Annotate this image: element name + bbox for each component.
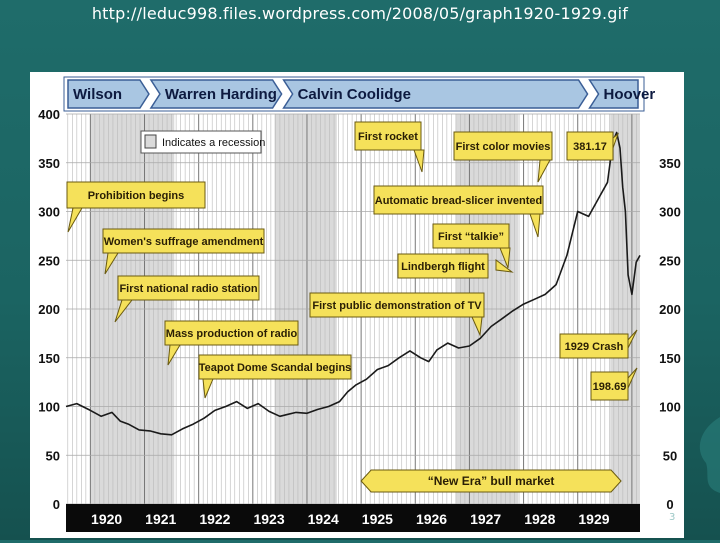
callout-8: Automatic bread-slicer invented xyxy=(373,185,544,238)
callout-box-4 xyxy=(164,320,299,346)
callout-label-14: 198.69 xyxy=(593,381,627,393)
x-tick-label: 1923 xyxy=(253,511,284,527)
callout-4: Mass production of radio xyxy=(164,320,299,366)
callout-label-8: Automatic bread-slicer invented xyxy=(375,195,543,207)
callout-pointer-10 xyxy=(495,259,514,273)
x-tick-label: 1924 xyxy=(308,511,339,527)
callout-label-7: First public demonstration of TV xyxy=(312,300,482,312)
callout-box-10 xyxy=(397,253,489,279)
djia-chart: 0 50 100 150 200 250 300 350 400 0 50 100 150 200 250 3… xyxy=(30,72,684,538)
callout-box-6 xyxy=(354,121,422,151)
y-tick-label-left: 250 xyxy=(38,253,60,268)
president-arrow-4 xyxy=(588,79,639,109)
y-tick-label-left: 350 xyxy=(38,156,60,171)
callout-2: Women's suffrage amendment xyxy=(102,228,265,275)
x-axis-bar xyxy=(66,504,640,532)
callout-6: First rocket xyxy=(354,121,425,173)
callout-11: First color movies xyxy=(453,131,553,183)
president-arrow-1 xyxy=(67,79,150,109)
callout-1: Prohibition begins xyxy=(66,181,206,233)
y-tick-label-right: 100 xyxy=(659,400,681,415)
president-label-4: Hoover xyxy=(604,86,656,103)
y-tick-label-right: 350 xyxy=(659,156,681,171)
y-tick-label-left: 200 xyxy=(38,302,60,317)
legend-box xyxy=(140,130,262,154)
y-tick-label-left: 400 xyxy=(38,107,60,122)
djia-series-line xyxy=(65,131,641,436)
callout-box-8 xyxy=(373,185,544,215)
callout-box-5 xyxy=(198,354,352,380)
x-tick-label: 1922 xyxy=(199,511,230,527)
x-tick-label: 1928 xyxy=(524,511,555,527)
callout-label-2: Women's suffrage amendment xyxy=(104,236,264,248)
y-tick-label-left: 150 xyxy=(38,351,60,366)
callout-label-1: Prohibition begins xyxy=(88,190,185,202)
callout-box-12 xyxy=(566,131,614,161)
callout-box-3 xyxy=(117,275,260,301)
legend-label: Indicates a recession xyxy=(162,137,265,149)
callout-label-5: Teapot Dome Scandal begins xyxy=(199,362,352,374)
callout-box-14 xyxy=(590,371,629,401)
president-arrow-2 xyxy=(149,79,283,109)
callout-label-10: Lindbergh flight xyxy=(401,261,485,273)
callout-label-9: First “talkie” xyxy=(438,231,504,243)
president-arrow-3 xyxy=(282,79,589,109)
callout-label-13: 1929 Crash xyxy=(565,341,624,353)
y-tick-label-right: 50 xyxy=(663,448,677,463)
callout-box-2 xyxy=(102,228,265,254)
callout-5: Teapot Dome Scandal begins xyxy=(198,354,352,399)
callout-label-6: First rocket xyxy=(358,131,418,143)
callout-label-4: Mass production of radio xyxy=(166,328,298,340)
president-label-2: Warren Harding xyxy=(165,86,277,103)
decorative-leaf-icon xyxy=(699,417,720,493)
recession-swatch xyxy=(144,134,157,149)
callout-box-1 xyxy=(66,181,206,209)
president-label-3: Calvin Coolidge xyxy=(298,86,411,103)
x-tick-label: 1921 xyxy=(145,511,176,527)
bull-market-arrow xyxy=(360,469,622,493)
callout-box-11 xyxy=(453,131,553,161)
y-tick-label-right: 0 xyxy=(666,497,673,512)
callout-13: 1929 Crash xyxy=(559,329,638,359)
callout-3: First national radio station xyxy=(114,275,260,323)
y-tick-label-right: 250 xyxy=(659,253,681,268)
x-tick-label: 1925 xyxy=(362,511,393,527)
x-tick-label: 1929 xyxy=(578,511,609,527)
callout-12: 381.17 xyxy=(566,131,620,161)
callout-label-3: First national radio station xyxy=(119,283,257,295)
callout-box-7 xyxy=(309,292,485,318)
y-tick-label-right: 200 xyxy=(659,302,681,317)
callout-10: Lindbergh flight xyxy=(397,253,514,279)
bull-market-label: “New Era” bull market xyxy=(428,474,555,488)
callout-box-13 xyxy=(559,333,629,359)
x-tick-label: 1927 xyxy=(470,511,501,527)
slide-number: 3 xyxy=(669,512,676,523)
callout-9: First “talkie” xyxy=(432,223,511,269)
callout-label-11: First color movies xyxy=(456,141,551,153)
y-tick-label-left: 0 xyxy=(53,497,60,512)
y-tick-label-left: 100 xyxy=(38,400,60,415)
source-url: http://leduc998.files.wordpress.com/2008… xyxy=(91,4,629,23)
y-tick-label-right: 300 xyxy=(659,205,681,220)
callout-7: First public demonstration of TV xyxy=(309,292,485,337)
chart-svg: 0 50 100 150 200 250 300 350 400 0 50 100 150 200 250 3… xyxy=(30,72,684,538)
callout-box-9 xyxy=(432,223,510,249)
y-tick-label-right: 150 xyxy=(659,351,681,366)
y-tick-label-left: 300 xyxy=(38,205,60,220)
x-tick-label: 1926 xyxy=(416,511,447,527)
callout-14: 198.69 xyxy=(590,367,638,401)
president-label-1: Wilson xyxy=(73,86,122,103)
x-tick-label: 1920 xyxy=(91,511,122,527)
y-tick-label-left: 50 xyxy=(46,448,60,463)
callout-label-12: 381.17 xyxy=(573,141,607,153)
